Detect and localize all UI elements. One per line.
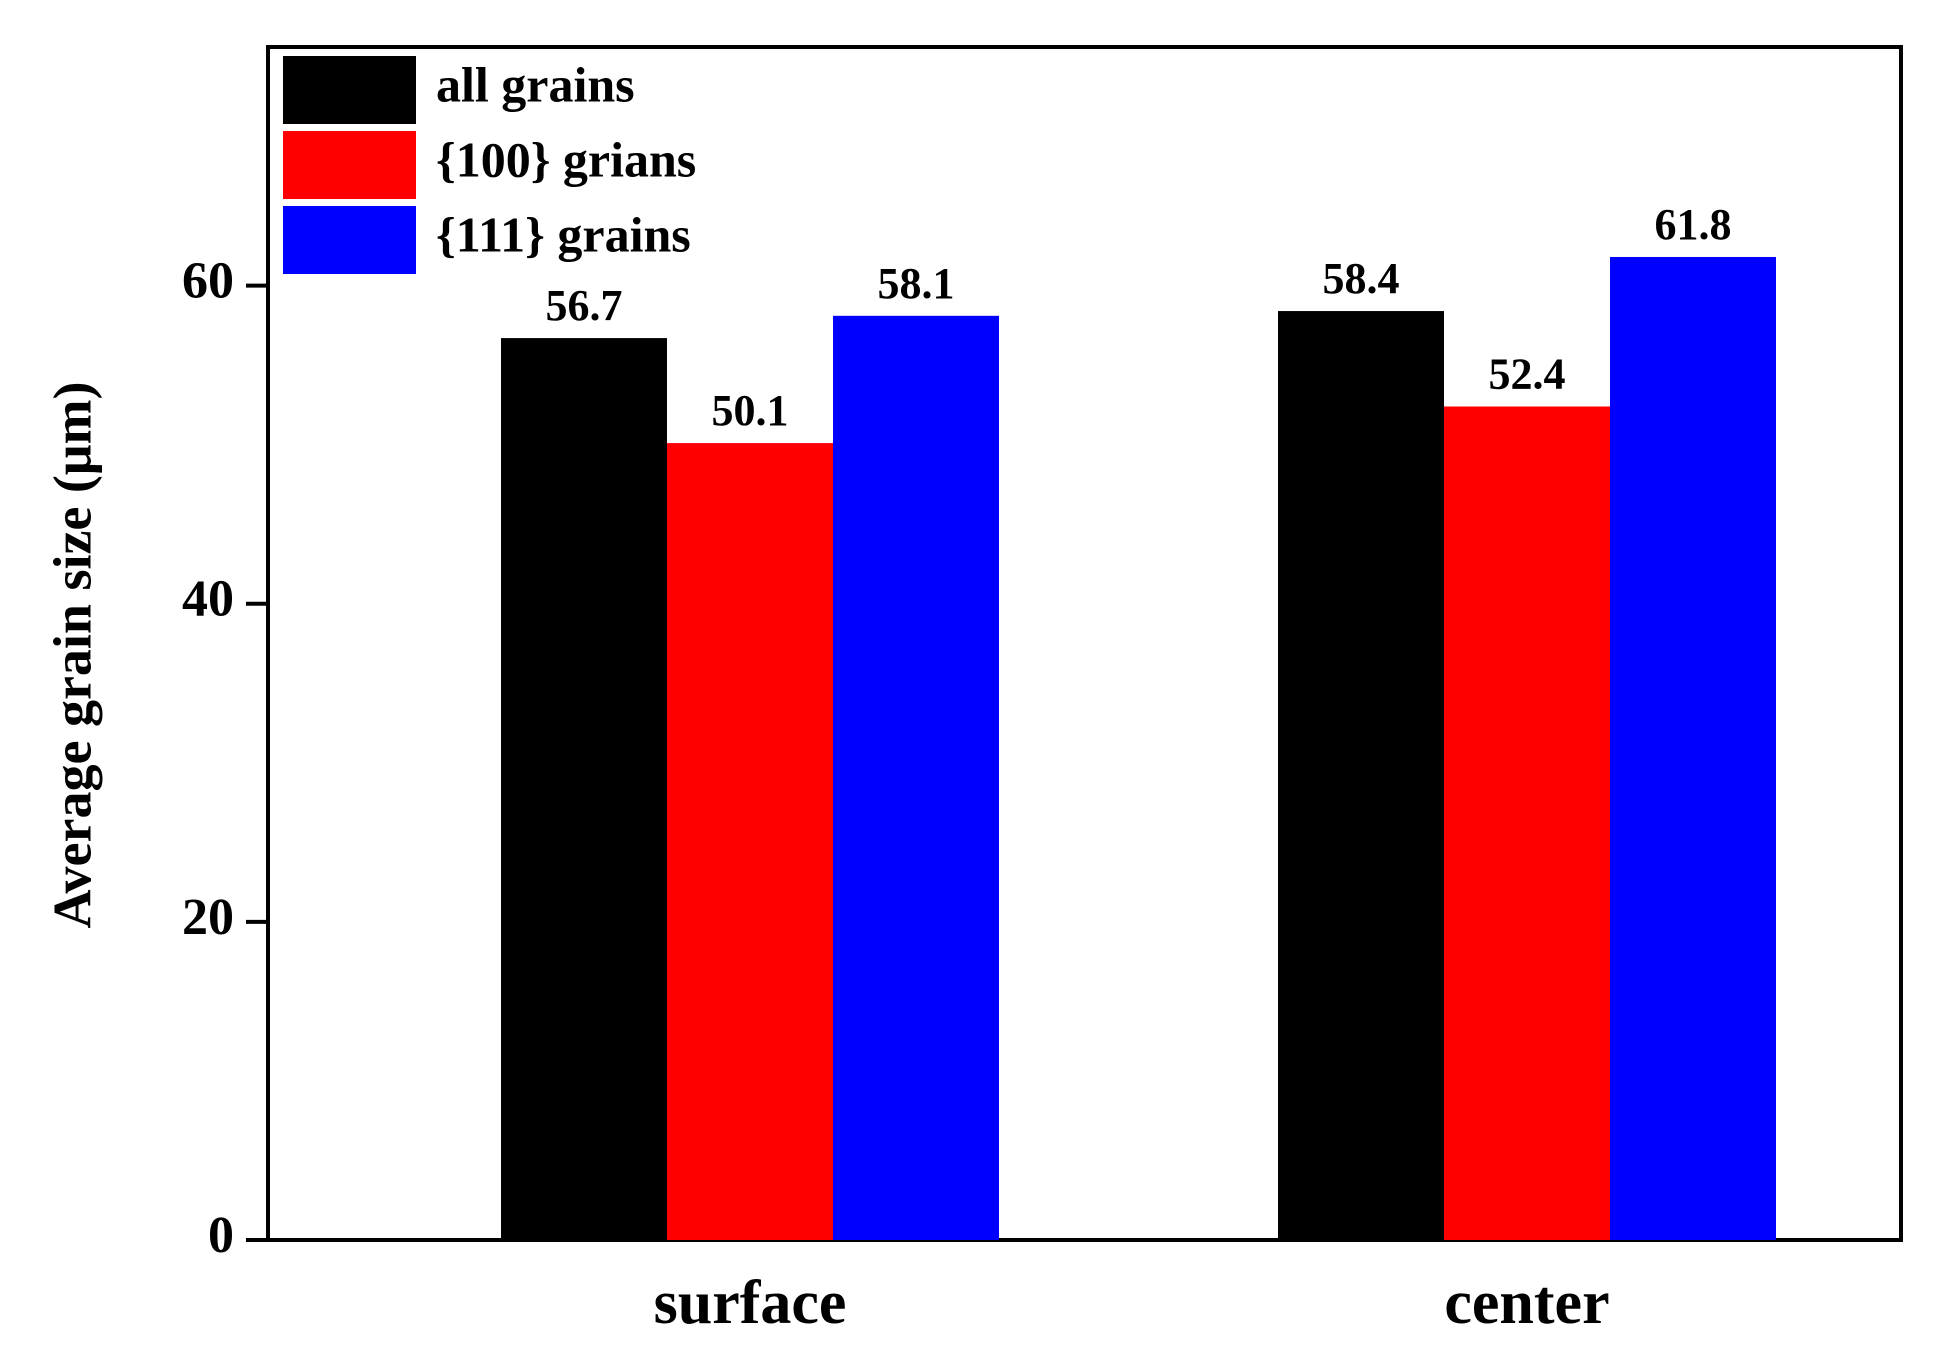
data-label-surface-0: 56.7	[546, 281, 623, 330]
y-tick-label: 60	[182, 253, 234, 310]
data-label-surface-1: 50.1	[712, 386, 789, 435]
bar-center-2	[1610, 256, 1776, 1240]
legend: all grains {100} grians {111} grains	[283, 56, 696, 274]
y-tick-label: 40	[182, 571, 234, 628]
y-tick-label: 20	[182, 889, 234, 946]
y-tick-label: 0	[208, 1207, 234, 1264]
bar-center-0	[1278, 311, 1444, 1240]
legend-swatch-2	[283, 206, 416, 274]
legend-label-2: {111} grains	[436, 206, 691, 262]
x-category-label: center	[1444, 1269, 1609, 1337]
y-axis: 0 20 40 60	[182, 253, 268, 1264]
bar-surface-0	[501, 338, 667, 1240]
plot-frame	[266, 45, 1903, 1242]
data-label-center-0: 58.4	[1323, 254, 1400, 303]
legend-label-1: {100} grians	[436, 131, 696, 187]
legend-swatch-0	[283, 56, 416, 124]
x-category-label: surface	[654, 1269, 847, 1337]
data-label-surface-2: 58.1	[878, 259, 955, 308]
data-label-center-2: 61.8	[1655, 200, 1732, 249]
bar-surface-2	[833, 315, 999, 1241]
x-axis: surface center	[654, 1269, 1610, 1337]
bar-surface-1	[667, 443, 833, 1240]
y-axis-title: Average grain size (μm)	[42, 382, 102, 929]
legend-swatch-1	[283, 131, 416, 199]
bar-center-1	[1444, 406, 1610, 1240]
data-labels-group: 56.7 50.1 58.1 58.4 52.4 61.8	[546, 200, 1732, 435]
legend-label-0: all grains	[436, 56, 635, 112]
bars-group	[501, 256, 1776, 1241]
data-label-center-1: 52.4	[1489, 349, 1566, 398]
